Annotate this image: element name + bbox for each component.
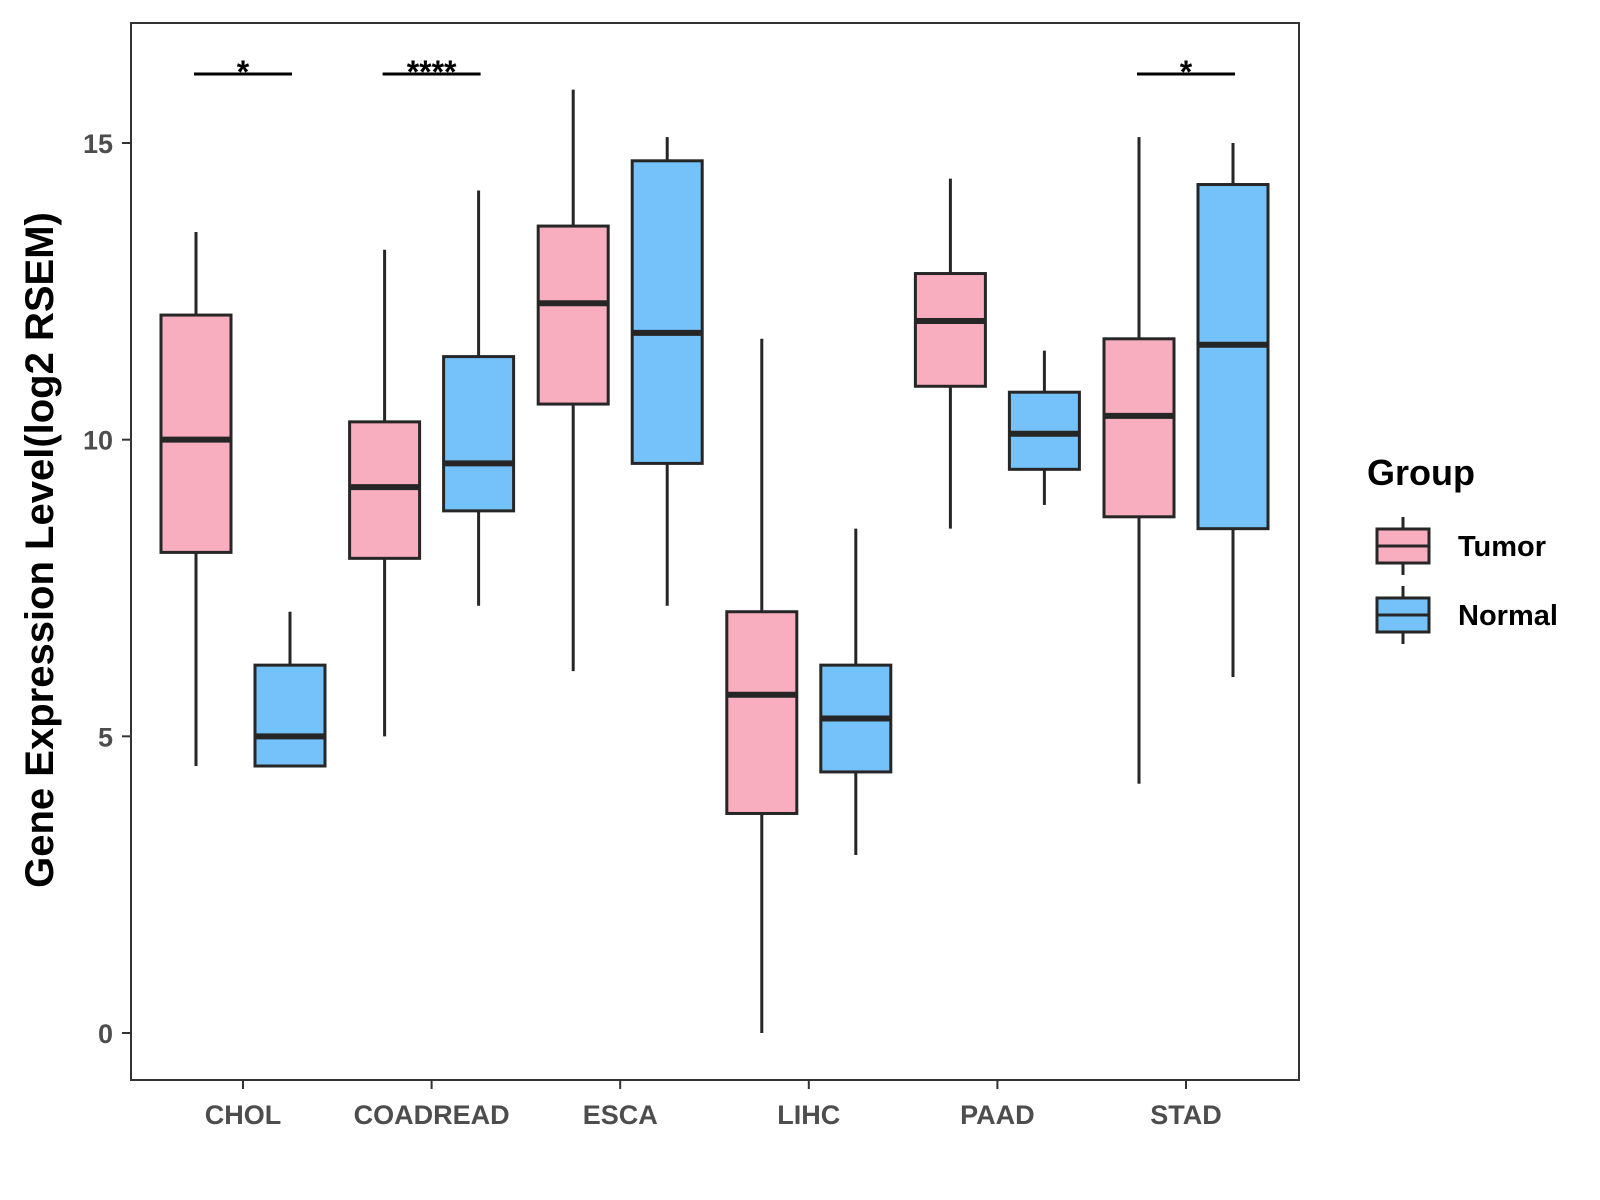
x-tick-label-paad: PAAD xyxy=(960,1100,1035,1130)
box-body xyxy=(442,355,516,513)
box-body xyxy=(725,610,799,815)
box-normal-paad xyxy=(1007,350,1081,505)
y-tick-label: 10 xyxy=(83,426,113,456)
box-tumor-coadread xyxy=(348,249,422,737)
significance-label: * xyxy=(1180,54,1193,90)
box-body xyxy=(1102,337,1176,519)
box-tumor-lihc xyxy=(725,338,799,1033)
legend-label-tumor: Tumor xyxy=(1458,531,1546,563)
y-tick-label: 5 xyxy=(98,722,113,752)
legend-item-tumor: Tumor xyxy=(1375,517,1546,575)
box-normal-stad xyxy=(1196,143,1270,677)
significance-label: **** xyxy=(407,54,457,90)
legend: Group Tumor Normal xyxy=(1367,452,1558,644)
box-body xyxy=(1196,183,1270,531)
x-tick-label-stad: STAD xyxy=(1150,1100,1222,1130)
y-axis: 0 5 10 15 xyxy=(83,129,131,1049)
x-tick-label-coadread: COADREAD xyxy=(354,1100,510,1130)
legend-item-normal: Normal xyxy=(1375,586,1558,644)
significance-annotations: * **** * xyxy=(194,54,1235,90)
box-normal-coadread xyxy=(442,190,516,606)
box-body xyxy=(630,159,704,465)
x-tick-label-chol: CHOL xyxy=(205,1100,282,1130)
box-series xyxy=(159,89,1270,1033)
box-tumor-chol xyxy=(159,232,233,766)
y-tick-label: 15 xyxy=(83,129,113,159)
legend-title: Group xyxy=(1367,452,1475,493)
legend-label-normal: Normal xyxy=(1458,600,1558,632)
box-body xyxy=(253,663,327,768)
x-tick-label-lihc: LIHC xyxy=(777,1100,840,1130)
box-body xyxy=(913,272,987,388)
box-normal-lihc xyxy=(819,528,893,855)
y-axis-label: Gene Expression Level(log2 RSEM) xyxy=(18,212,62,888)
box-body xyxy=(536,224,610,406)
box-body xyxy=(159,313,233,554)
box-tumor-paad xyxy=(913,178,987,529)
box-tumor-stad xyxy=(1102,137,1176,784)
significance-label: * xyxy=(237,54,250,90)
x-axis: CHOL COADREAD ESCA LIHC PAAD STAD xyxy=(205,1080,1222,1130)
x-tick-label-esca: ESCA xyxy=(583,1100,658,1130)
plot-panel xyxy=(130,22,1300,1081)
box-tumor-esca xyxy=(536,89,610,672)
box-normal-chol xyxy=(253,611,327,768)
y-tick-label: 0 xyxy=(98,1019,113,1049)
box-normal-esca xyxy=(630,137,704,606)
